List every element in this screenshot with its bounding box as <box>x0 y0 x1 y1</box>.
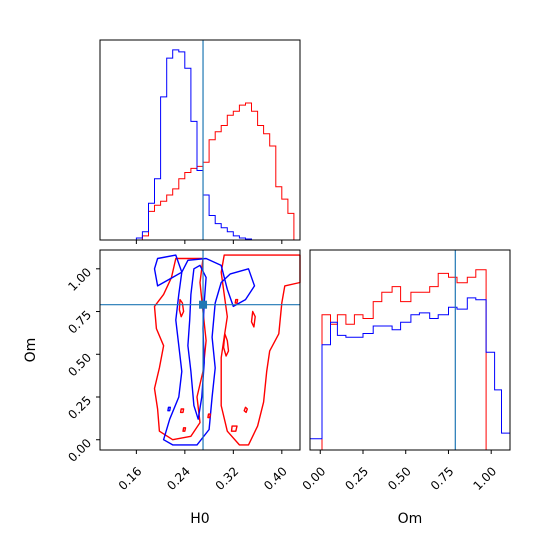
hist-om-series-1 <box>310 297 510 440</box>
hist-om-panel: 0.00 0.25 0.50 0.75 1.00 Om <box>300 249 511 527</box>
truth-marker <box>199 300 208 309</box>
x-tick-label-om-1: 0.25 <box>342 464 371 493</box>
x-tick-label-om-0: 0.00 <box>300 464 329 493</box>
scatter-frame <box>99 249 301 451</box>
contour-blob-9 <box>179 408 185 414</box>
contour-blob-13 <box>167 406 171 412</box>
contour-blob-4 <box>178 298 185 318</box>
contour-blob-12 <box>234 298 239 304</box>
y-axis-label-om: Om <box>23 338 39 363</box>
hist-h0-series-0 <box>100 102 300 241</box>
x-axis-label-h0: H0 <box>190 511 209 527</box>
x-tick-label-h0-2: 0.32 <box>213 464 242 493</box>
x-tick-label-h0-3: 0.40 <box>261 464 290 493</box>
y-tick-label-om-3: 0.75 <box>65 308 94 337</box>
contour-blob-10 <box>207 413 211 419</box>
x-tick-label-h0-0: 0.16 <box>116 464 145 493</box>
scatter-x-ticks: 0.16 0.24 0.32 0.40 <box>116 450 290 493</box>
contour-outer-1 <box>220 254 301 446</box>
contour-inner-3 <box>187 264 207 420</box>
y-tick-label-om-4: 1.00 <box>65 265 94 294</box>
x-tick-label-om-2: 0.50 <box>385 464 414 493</box>
hist-h0-ticks <box>135 240 283 244</box>
hist-h0-panel <box>99 39 301 244</box>
contour-blob-8 <box>243 406 248 414</box>
contour-blob-6 <box>250 310 256 328</box>
contour-blob-7 <box>230 425 238 432</box>
contour-blob-11 <box>182 427 187 432</box>
contour-group <box>153 254 301 446</box>
hist-h0-frame <box>99 39 301 241</box>
x-tick-label-om-3: 0.75 <box>428 464 457 493</box>
x-tick-label-om-4: 1.00 <box>471 464 500 493</box>
hist-om-series-0 <box>310 269 510 451</box>
scatter-y-ticks: 0.00 0.25 0.50 0.75 1.00 <box>65 265 100 465</box>
scatter-panel: 0.16 0.24 0.32 0.40 0.00 0.25 0.50 0.75 1.00 H0… <box>23 249 301 527</box>
hist-h0-series-group <box>100 49 300 241</box>
hist-om-ticks: 0.00 0.25 0.50 0.75 1.00 <box>300 450 500 493</box>
contour-blob-5 <box>222 333 230 357</box>
y-tick-label-om-0: 0.00 <box>65 436 94 465</box>
contour-outer-2 <box>153 254 256 446</box>
hist-om-series-group <box>310 269 510 451</box>
y-tick-label-om-1: 0.25 <box>65 393 94 422</box>
y-tick-label-om-2: 0.50 <box>65 350 94 379</box>
hist-h0-series-1 <box>100 49 300 241</box>
x-axis-label-om: Om <box>398 511 423 527</box>
x-tick-label-h0-1: 0.24 <box>164 464 193 493</box>
hist-om-frame <box>309 249 511 451</box>
